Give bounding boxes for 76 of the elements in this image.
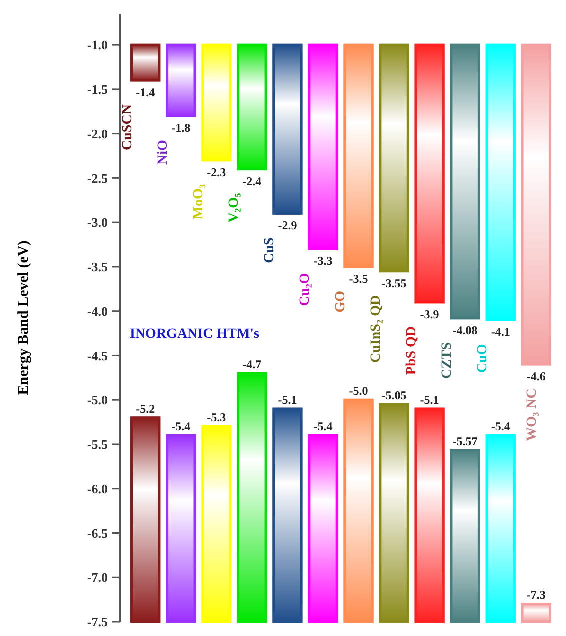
data-label: -5.4: [491, 420, 510, 434]
bar: [521, 603, 552, 624]
y-tick-label: -2.5: [87, 170, 108, 186]
bar: [486, 44, 516, 322]
x-tick-label: CuInS₂ QD: [368, 295, 384, 364]
data-label: -4.6: [526, 370, 546, 384]
bar: [130, 44, 161, 82]
y-tick-label: -1.5: [87, 82, 108, 97]
bar: [344, 398, 374, 624]
x-tick-label: CZTS: [440, 342, 455, 380]
x-tick-label: GO: [333, 290, 348, 313]
x-tick-label: CuO: [475, 344, 490, 374]
bar: [130, 416, 161, 624]
data-label: -5.4: [314, 420, 333, 434]
data-label: -1.8: [172, 121, 191, 136]
data-label: -5.2: [136, 402, 156, 416]
x-tick-label: WO₃ NC: [524, 388, 540, 442]
x-tick-label: V₂O₅: [226, 193, 242, 223]
data-label: -4.08: [452, 323, 478, 338]
x-tick-label: NiO: [156, 140, 171, 165]
bar: [237, 44, 268, 171]
data-label: -5.1: [278, 392, 298, 407]
data-label: -3.55: [382, 276, 407, 290]
annotation: INORGANIC HTM's: [130, 326, 260, 342]
data-label: -2.4: [242, 174, 262, 188]
bar: [414, 44, 445, 304]
y-tick-label: -6.5: [87, 526, 108, 541]
bar: [379, 44, 410, 273]
bar: [414, 408, 445, 624]
bar: [379, 403, 410, 624]
y-tick-label: -3.0: [87, 215, 108, 230]
x-tick-label: CuSCN: [120, 104, 136, 150]
data-label: -3.5: [349, 272, 368, 286]
y-tick-label: -2.0: [87, 126, 108, 142]
bar: [166, 44, 196, 118]
bar: [272, 408, 303, 624]
y-tick-label: -6.0: [87, 481, 108, 496]
data-label: -5.4: [172, 420, 191, 434]
data-label: -5.05: [382, 388, 407, 403]
y-tick-label: -3.5: [87, 260, 108, 275]
y-tick-label: -5.5: [87, 437, 108, 452]
x-tick-label: PbS QD: [404, 326, 420, 376]
bar: [202, 425, 232, 624]
y-tick-label: -7.5: [87, 614, 108, 630]
y-tick-label: -4.0: [87, 304, 108, 319]
y-tick-label: -7.0: [87, 570, 108, 586]
data-label: -3.3: [314, 254, 333, 268]
bar: [344, 44, 374, 268]
x-tick-label: Cu₂O: [298, 273, 313, 306]
bar: [272, 44, 303, 215]
bar: [308, 44, 338, 250]
x-tick-label: MoO₃: [191, 184, 206, 220]
y-tick-label: -5.0: [87, 392, 108, 408]
data-label: -3.9: [420, 307, 440, 322]
bar: [237, 372, 268, 624]
x-tick-label: CuS: [262, 238, 278, 264]
data-label: -4.1: [491, 325, 510, 340]
data-label: -7.3: [526, 588, 546, 602]
data-label: -5.1: [420, 392, 440, 407]
bar: [308, 434, 338, 624]
data-label: -1.4: [136, 86, 156, 100]
bar: [486, 434, 516, 624]
bar: [450, 44, 480, 320]
data-label: -2.3: [207, 165, 226, 180]
bar: [450, 449, 480, 624]
bar: [202, 44, 232, 162]
data-label: -4.7: [242, 357, 262, 372]
y-tick-label: -1.0: [87, 38, 108, 53]
y-axis-title: Energy Band Level (eV): [16, 240, 32, 396]
bar: [521, 44, 552, 366]
data-label: -5.57: [452, 434, 478, 449]
data-label: -2.9: [278, 218, 298, 233]
data-label: -5.3: [207, 410, 226, 425]
data-label: -5.0: [349, 384, 368, 398]
y-tick-label: -4.5: [87, 348, 108, 364]
bar: [166, 434, 196, 624]
